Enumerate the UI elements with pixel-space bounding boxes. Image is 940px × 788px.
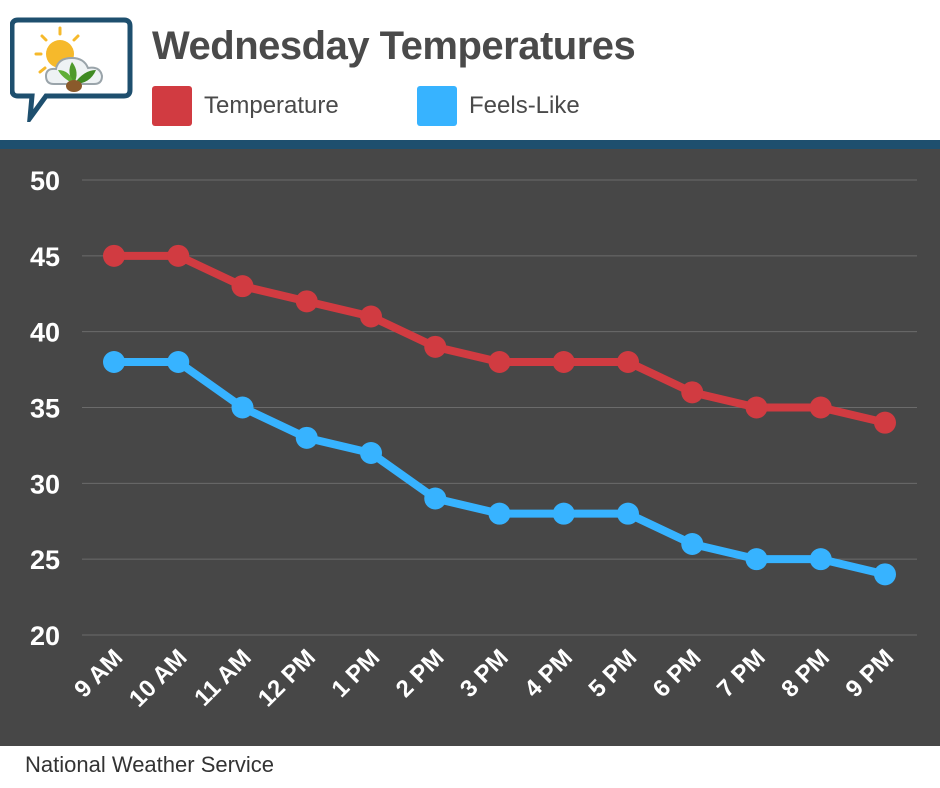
data-point-temperature xyxy=(295,290,318,313)
data-point-temperature xyxy=(231,275,254,298)
x-tick-label: 1 PM xyxy=(327,644,386,703)
data-point-feels-like xyxy=(231,396,254,419)
x-tick-label: 9 PM xyxy=(841,644,900,703)
x-tick-label: 7 PM xyxy=(712,644,771,703)
data-point-temperature xyxy=(874,411,896,434)
y-tick-label: 50 xyxy=(30,166,60,196)
data-point-temperature xyxy=(552,351,575,373)
data-point-feels-like xyxy=(295,426,318,449)
data-point-feels-like xyxy=(103,351,125,373)
data-point-feels-like xyxy=(745,548,768,571)
legend-swatch-temperature xyxy=(152,86,192,126)
data-point-feels-like xyxy=(552,502,575,525)
data-point-temperature xyxy=(488,351,511,373)
legend-item-temperature: Temperature xyxy=(152,86,339,126)
legend-label-temperature: Temperature xyxy=(204,92,339,119)
weather-logo-icon xyxy=(9,14,134,127)
chart-area: 20 25 30 35 40 45 50 9 AM 10 AM 11 AM 12 PM 1 PM 2 … xyxy=(0,149,940,746)
y-tick-label: 45 xyxy=(30,242,60,272)
y-tick-label: 30 xyxy=(30,469,60,499)
data-point-temperature xyxy=(809,396,832,419)
header: Wednesday Temperatures Temperature Feels… xyxy=(0,0,940,140)
data-point-temperature xyxy=(103,244,125,267)
y-tick-label: 35 xyxy=(30,394,60,424)
x-tick-label: 9 AM xyxy=(69,644,128,703)
x-tick-label: 12 PM xyxy=(253,644,321,712)
data-point-feels-like xyxy=(424,487,447,510)
legend-swatch-feels-like xyxy=(417,86,457,126)
x-tick-label: 4 PM xyxy=(519,644,578,703)
data-point-feels-like xyxy=(681,533,704,555)
data-point-feels-like xyxy=(360,442,382,464)
data-point-temperature xyxy=(360,305,382,328)
source-credit: National Weather Service xyxy=(25,752,275,777)
data-point-feels-like xyxy=(809,548,832,571)
data-point-temperature xyxy=(745,396,768,419)
chart-title: Wednesday Temperatures xyxy=(152,24,636,68)
x-tick-label: 3 PM xyxy=(455,644,514,703)
data-point-feels-like xyxy=(617,502,639,525)
y-tick-label: 20 xyxy=(30,621,60,651)
x-tick-label: 11 AM xyxy=(189,644,257,712)
x-tick-label: 5 PM xyxy=(584,644,643,703)
series-line-feels-like xyxy=(110,358,889,579)
x-tick-label: 10 AM xyxy=(124,644,192,712)
data-point-feels-like xyxy=(874,563,896,586)
data-point-temperature xyxy=(424,335,447,358)
data-point-temperature xyxy=(681,381,704,404)
data-point-feels-like xyxy=(488,502,511,525)
data-point-feels-like xyxy=(167,351,190,373)
x-tick-label: 6 PM xyxy=(648,644,707,703)
header-divider xyxy=(0,140,940,149)
x-tick-label: 2 PM xyxy=(391,644,450,703)
x-tick-label: 8 PM xyxy=(776,644,835,703)
legend-item-feels-like: Feels-Like xyxy=(417,86,580,126)
data-point-temperature xyxy=(617,351,639,373)
y-tick-label: 25 xyxy=(30,545,60,575)
legend-label-feels-like: Feels-Like xyxy=(469,92,580,119)
y-tick-label: 40 xyxy=(30,318,60,348)
data-point-temperature xyxy=(167,244,190,267)
